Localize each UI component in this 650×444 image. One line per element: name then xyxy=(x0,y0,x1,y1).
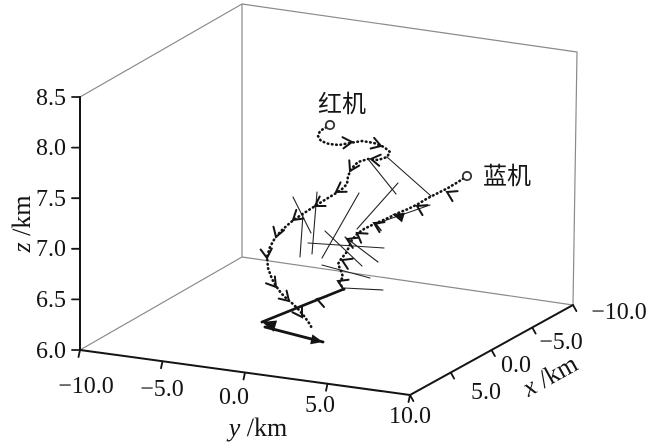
x-axis-tick xyxy=(449,371,456,380)
x-axis-tick xyxy=(572,304,578,313)
red-aircraft-direction-arrow-icon xyxy=(291,208,305,222)
red-aircraft-direction-arrow-icon xyxy=(334,181,348,194)
blue-aircraft-start-marker xyxy=(461,170,473,182)
red-aircraft-direction-arrow-icon xyxy=(259,247,273,260)
y-axis-tick xyxy=(242,371,246,381)
y-tick-label: 5.0 xyxy=(305,392,335,418)
z-tick-label: 6.5 xyxy=(36,287,66,313)
blue-aircraft-direction-arrow-icon xyxy=(340,257,354,270)
box-edge xyxy=(572,51,578,306)
blue-aircraft-direction-arrow-icon xyxy=(336,278,350,291)
x-tick-label: −5.0 xyxy=(539,329,583,355)
y-axis-title: y /km xyxy=(226,413,288,442)
y-axis-tick xyxy=(160,360,164,370)
red-aircraft-direction-arrow-icon xyxy=(313,195,327,208)
blue-aircraft-arrowhead-icon xyxy=(262,320,278,332)
z-tick-label: 7.5 xyxy=(36,186,66,212)
blue-aircraft-trajectory-segment xyxy=(260,287,346,324)
z-tick-label: 6.0 xyxy=(36,338,66,364)
sight-vector-line xyxy=(321,192,360,259)
red-aircraft-trajectory-path xyxy=(265,123,392,332)
blue-aircraft-direction-arrow-icon xyxy=(415,204,429,217)
x-tick-label: 5.0 xyxy=(471,379,501,405)
y-tick-label: 0.0 xyxy=(219,384,249,410)
red-aircraft-label: 红机 xyxy=(318,90,366,118)
x-axis-tick xyxy=(490,349,496,358)
y-tick-label: 10.0 xyxy=(389,403,431,429)
red-aircraft-direction-arrow-icon xyxy=(341,136,354,150)
blue-aircraft-direction-arrow-icon xyxy=(355,231,369,244)
x-axis-tick xyxy=(531,326,537,335)
red-aircraft-direction-arrow-icon xyxy=(348,159,361,173)
red-aircraft-start-marker xyxy=(324,119,336,131)
y-tick-label: −5.0 xyxy=(140,376,184,402)
blue-aircraft-trajectory-path xyxy=(336,174,469,291)
z-axis-title: z /km xyxy=(7,195,36,253)
box-edge xyxy=(79,3,243,98)
red-aircraft-direction-arrow-icon xyxy=(272,225,286,239)
box-edge xyxy=(241,3,578,53)
box-edge xyxy=(79,256,243,351)
sight-vector-line xyxy=(367,158,397,195)
sight-vector-line xyxy=(386,156,432,197)
x-tick-label: −10.0 xyxy=(591,299,647,325)
blue-aircraft-direction-arrow-icon xyxy=(345,236,359,249)
blue-aircraft-direction-arrow-icon xyxy=(372,221,386,234)
blue-aircraft-direction-arrow-icon xyxy=(315,295,329,308)
sight-vector-line xyxy=(324,230,363,267)
z-tick-label: 7.0 xyxy=(36,236,66,262)
z-tick-label: 8.5 xyxy=(36,85,66,111)
sight-vector-line xyxy=(307,242,385,249)
x-axis-tick xyxy=(409,394,415,403)
blue-aircraft-arrowhead-icon xyxy=(310,334,323,345)
blue-aircraft-label: 蓝机 xyxy=(483,162,531,190)
red-aircraft-direction-arrow-icon xyxy=(369,153,382,167)
red-aircraft-direction-arrow-icon xyxy=(369,136,383,150)
y-axis-tick xyxy=(325,382,329,392)
box-edge xyxy=(241,256,574,306)
sight-vector-line xyxy=(321,264,371,279)
sight-vector-line xyxy=(356,182,399,230)
red-aircraft-direction-arrow-icon xyxy=(277,289,291,303)
y-tick-label: −10.0 xyxy=(58,373,114,399)
red-aircraft-direction-arrow-icon xyxy=(265,275,278,289)
y-axis-tick xyxy=(77,349,81,358)
sight-vector-line xyxy=(299,213,304,258)
blue-aircraft-arrowhead-icon xyxy=(392,212,405,223)
red-aircraft-direction-arrow-icon xyxy=(291,305,304,319)
z-tick-label: 8.0 xyxy=(36,135,66,161)
x-tick-label: 0.0 xyxy=(501,352,531,378)
sight-vector-line xyxy=(343,287,384,291)
blue-aircraft-direction-arrow-icon xyxy=(445,190,459,203)
